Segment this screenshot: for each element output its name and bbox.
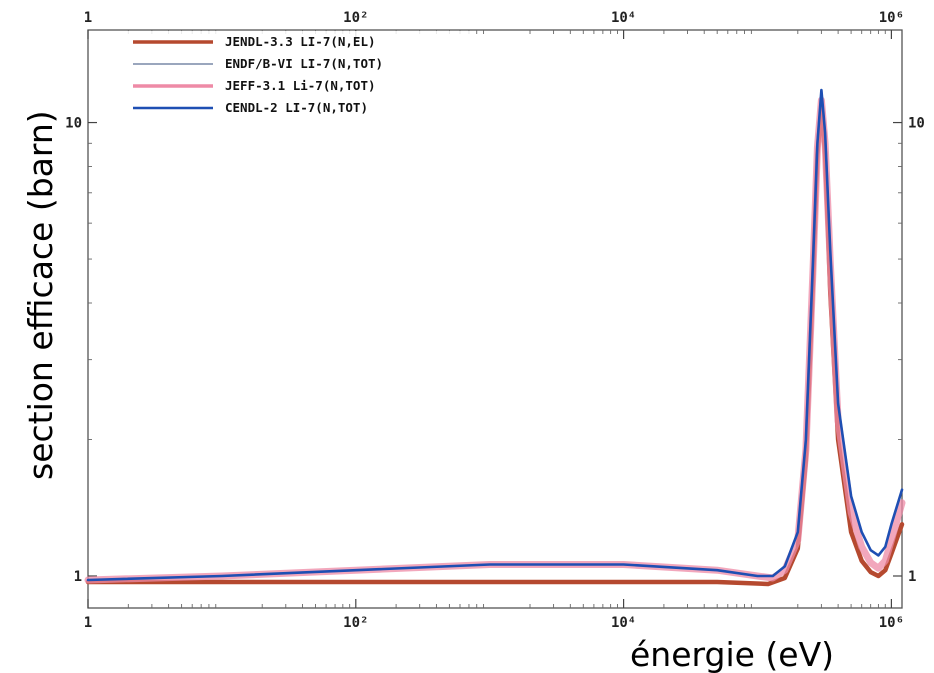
- x-tick-label-top: 10⁴: [611, 10, 636, 26]
- x-tick-label-bottom: 10⁴: [611, 615, 636, 631]
- x-tick-label-top: 10²: [343, 10, 368, 26]
- tick-labels: 1 1 10² 10² 10⁴ 10⁴ 10⁶ 10⁶ 1 1 10 10: [65, 10, 925, 631]
- y-axis-label: section efficace (barn): [21, 110, 60, 480]
- x-tick-label-top: 1: [84, 10, 92, 26]
- x-tick-label-bottom: 1: [84, 615, 92, 631]
- legend: JENDL-3.3 LI-7(N,EL) ENDF/B-VI LI-7(N,TOT…: [100, 31, 470, 123]
- x-axis-label: énergie (eV): [630, 635, 834, 673]
- legend-label: JENDL-3.3 LI-7(N,EL): [225, 34, 376, 49]
- y-tick-label-left: 10: [65, 116, 82, 132]
- plot-frame: [87, 29, 903, 609]
- series-lines: [84, 88, 906, 587]
- legend-label: CENDL-2 LI-7(N,TOT): [225, 100, 368, 115]
- x-tick-label-bottom: 10²: [343, 615, 368, 631]
- y-tick-label-left: 1: [74, 569, 82, 585]
- legend-label: ENDF/B-VI LI-7(N,TOT): [225, 56, 383, 71]
- y-tick-label-right: 1: [908, 569, 916, 585]
- series-line: [86, 88, 904, 582]
- x-tick-label-bottom: 10⁶: [879, 615, 904, 631]
- x-tick-label-top: 10⁶: [879, 10, 904, 26]
- tick-marks: [87, 30, 902, 608]
- legend-label: JEFF-3.1 Li-7(N,TOT): [225, 78, 376, 93]
- y-tick-label-right: 10: [908, 116, 925, 132]
